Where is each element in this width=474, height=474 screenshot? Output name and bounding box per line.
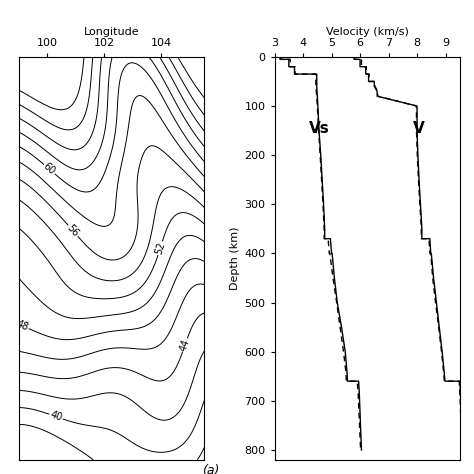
- Text: 56: 56: [65, 223, 81, 238]
- Text: (a): (a): [201, 464, 219, 474]
- Text: 44: 44: [178, 337, 191, 353]
- Text: 60: 60: [41, 161, 57, 177]
- Text: 40: 40: [48, 410, 64, 423]
- Text: 52: 52: [154, 241, 167, 255]
- X-axis label: Velocity (km/s): Velocity (km/s): [326, 27, 409, 37]
- Text: Vs: Vs: [309, 121, 329, 136]
- Text: 48: 48: [14, 319, 30, 333]
- Text: V: V: [413, 121, 425, 136]
- X-axis label: Longitude: Longitude: [84, 27, 139, 37]
- Y-axis label: Depth (km): Depth (km): [230, 227, 240, 290]
